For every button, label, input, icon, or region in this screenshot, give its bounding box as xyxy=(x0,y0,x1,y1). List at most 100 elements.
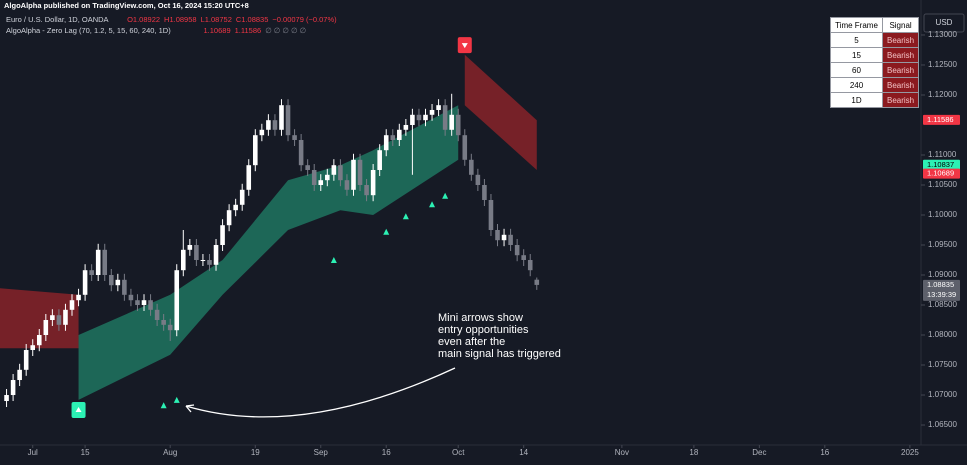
candle-body xyxy=(397,129,402,140)
candle-body xyxy=(272,120,278,130)
candle-body xyxy=(239,189,245,205)
candle-body xyxy=(429,109,435,115)
candle-body xyxy=(351,159,356,190)
indicator-name: AlgoAlpha - Zero Lag (70, 1.2, 5, 15, 60… xyxy=(6,26,171,35)
candle-body xyxy=(233,204,238,211)
candle-body xyxy=(122,279,127,295)
candle-body xyxy=(508,234,513,246)
currency-box[interactable] xyxy=(923,13,965,33)
price-marker-label: 1.10837 xyxy=(927,160,954,169)
candle-body xyxy=(246,165,252,190)
indicator-value: 1.10689 xyxy=(204,26,231,35)
candle-body xyxy=(200,260,206,262)
candle-body xyxy=(161,320,166,325)
candle-body xyxy=(63,309,68,325)
candle-body xyxy=(17,369,22,381)
price-marker xyxy=(923,168,960,179)
candle-body xyxy=(102,249,108,276)
candle-body xyxy=(455,114,461,136)
candle-body xyxy=(436,105,441,110)
candle-body xyxy=(390,135,396,140)
x-tick-label: 16 xyxy=(820,448,829,457)
x-tick-label: 2025 xyxy=(901,448,919,457)
y-tick-label: 1.10500 xyxy=(928,180,957,189)
price-marker xyxy=(923,279,960,301)
y-tick-label: 1.08500 xyxy=(928,300,957,309)
annotation-line: even after the xyxy=(438,336,505,348)
signal-cell: Bearish xyxy=(881,77,920,93)
candle-body xyxy=(344,180,350,190)
candle-body xyxy=(23,350,29,370)
candle-body xyxy=(108,275,114,286)
candle-body xyxy=(174,270,180,331)
candle-body xyxy=(527,260,533,271)
candle-body xyxy=(213,245,219,265)
candle-body xyxy=(187,245,193,250)
candle-body xyxy=(475,174,481,185)
candle-body xyxy=(148,300,153,310)
price-marker-label: 1.11586 xyxy=(927,115,954,124)
mini-arrow xyxy=(402,213,409,220)
candle-body xyxy=(220,225,225,246)
candle-body xyxy=(141,300,147,306)
annotation-arrow xyxy=(185,367,456,418)
candle-body xyxy=(410,114,415,125)
price-axis-panel xyxy=(921,0,967,465)
candle-body xyxy=(357,159,363,185)
annotation-line: main signal has triggered xyxy=(438,348,561,360)
price-marker xyxy=(923,114,960,125)
candle-body xyxy=(259,129,265,136)
y-tick-label: 1.08000 xyxy=(928,330,957,339)
timeframe-cell: 1D xyxy=(830,92,883,108)
candle-body xyxy=(383,135,389,151)
candle-body xyxy=(292,135,297,140)
y-tick-label: 1.09500 xyxy=(928,240,957,249)
y-tick-label: 1.07000 xyxy=(928,390,957,399)
candle-body xyxy=(325,174,330,181)
timeframe-cell: 60 xyxy=(830,62,883,78)
candle-body xyxy=(30,345,36,351)
candle-body xyxy=(50,315,55,321)
candle-body xyxy=(469,159,474,175)
candle-body xyxy=(449,114,454,130)
signal-arrow xyxy=(75,407,82,413)
price-marker xyxy=(923,159,960,170)
candle-body xyxy=(423,114,428,121)
trend-band xyxy=(0,288,79,349)
candle-body xyxy=(482,184,487,200)
trend-band xyxy=(464,54,537,170)
candle-body xyxy=(10,380,16,396)
timeframe-cell: 240 xyxy=(830,77,883,93)
candle-body xyxy=(207,260,212,265)
x-tick-label: 16 xyxy=(382,448,391,457)
annotation-arrowhead xyxy=(185,404,195,413)
signal-cell: Bearish xyxy=(881,92,920,108)
candle-body xyxy=(226,210,232,226)
annotation-line: entry opportunities xyxy=(438,324,529,336)
publisher-header: AlgoAlpha published on TradingView.com, … xyxy=(4,1,249,10)
y-tick-label: 1.11000 xyxy=(928,150,957,159)
table-row: 240 Bearish xyxy=(830,77,920,93)
candle-body xyxy=(89,270,94,276)
x-tick-label: Dec xyxy=(752,448,766,457)
candle-body xyxy=(285,105,291,136)
x-tick-label: 19 xyxy=(251,448,260,457)
y-tick-label: 1.12000 xyxy=(928,90,957,99)
candle-body xyxy=(69,300,75,310)
ohlc-value: O1.08922 xyxy=(127,15,160,24)
table-row: 1D Bearish xyxy=(830,92,920,108)
x-tick-label: Nov xyxy=(615,448,629,457)
y-tick-label: 1.13000 xyxy=(928,30,957,39)
plot-area xyxy=(0,37,540,419)
candle-body xyxy=(43,320,49,336)
x-tick-label: 14 xyxy=(519,448,528,457)
mini-arrow xyxy=(429,201,436,208)
candle-body xyxy=(279,105,284,130)
candle-body xyxy=(403,124,409,130)
trend-band xyxy=(78,105,459,400)
candle-body xyxy=(501,234,507,241)
ohlc-value: L1.08752 xyxy=(201,15,232,24)
currency: USD xyxy=(936,18,953,27)
